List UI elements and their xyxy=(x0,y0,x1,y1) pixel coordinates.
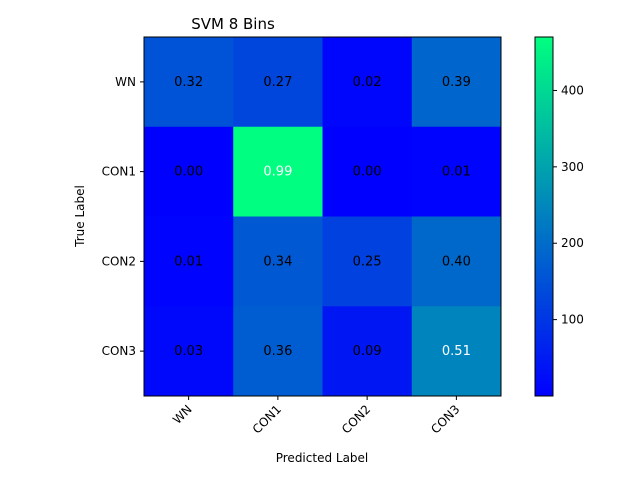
colorbar-tick-label: 300 xyxy=(561,160,584,174)
cell-value-label: 0.34 xyxy=(263,254,292,269)
heatmap-cell xyxy=(411,126,502,217)
y-tick-label: WN xyxy=(115,75,136,89)
x-tick-label: CON3 xyxy=(428,402,462,436)
x-tick-label: CON1 xyxy=(250,402,284,436)
cell-value-label: 0.09 xyxy=(353,344,382,359)
cell-value-label: 0.01 xyxy=(442,165,471,180)
y-axis-ticks: WN CON1 CON2 CON3 xyxy=(102,75,144,358)
heatmap-cell xyxy=(233,37,323,128)
heatmap-cell xyxy=(144,306,234,397)
heatmap-cell xyxy=(411,216,502,307)
cell-value-label: 0.32 xyxy=(174,75,203,90)
x-axis-ticks: WN CON1 CON2 CON3 xyxy=(170,396,462,436)
cell-value-label: 0.36 xyxy=(263,344,292,359)
heatmap-cell xyxy=(144,37,234,128)
y-tick-label: CON1 xyxy=(102,165,136,179)
colorbar-tick-label: 200 xyxy=(561,236,584,250)
heatmap-cell xyxy=(322,216,413,307)
colorbar-ticks: 100 200 300 400 xyxy=(553,83,584,327)
plot-frame xyxy=(143,36,502,397)
cell-value-label: 0.00 xyxy=(353,165,382,180)
y-tick-label: CON2 xyxy=(102,254,136,268)
heatmap-cell xyxy=(144,126,234,217)
cell-value-label: 0.01 xyxy=(174,254,203,269)
y-axis-label: True Label xyxy=(73,185,87,248)
cell-value-label: 0.25 xyxy=(353,254,382,269)
cell-value-label: 0.99 xyxy=(263,165,292,180)
heatmap-cell xyxy=(411,306,502,397)
cell-value-label: 0.27 xyxy=(263,75,292,90)
cell-value-label: 0.02 xyxy=(353,75,382,90)
cell-value-label: 0.00 xyxy=(174,165,203,180)
colorbar-tick-label: 400 xyxy=(561,83,584,97)
heatmap-cell xyxy=(322,37,413,128)
heatmap-cell xyxy=(322,306,413,397)
heatmap-cell xyxy=(233,126,323,217)
heatmap-cell xyxy=(233,216,323,307)
heatmap-cell xyxy=(411,37,502,128)
x-tick-label: WN xyxy=(170,402,195,427)
colorbar-gradient xyxy=(534,36,554,397)
cell-value-label: 0.40 xyxy=(442,254,471,269)
colorbar-tick-label: 100 xyxy=(561,313,584,327)
cell-value-label: 0.39 xyxy=(442,75,471,90)
colorbar: 100 200 300 400 xyxy=(534,36,584,397)
x-axis-label: Predicted Label xyxy=(276,451,369,465)
heatmap-cell xyxy=(233,306,323,397)
heatmap-cell xyxy=(322,126,413,217)
chart-title: SVM 8 Bins xyxy=(191,15,275,33)
y-tick-label: CON3 xyxy=(102,344,136,358)
heatmap-cells: 0.32 0.27 0.02 0.39 0.00 0.99 0.00 0.01 0.01 0.34… xyxy=(144,37,502,397)
x-tick-label: CON2 xyxy=(339,402,373,436)
heatmap-cell xyxy=(144,216,234,307)
cell-value-label: 0.51 xyxy=(442,344,471,359)
cell-value-label: 0.03 xyxy=(174,344,203,359)
